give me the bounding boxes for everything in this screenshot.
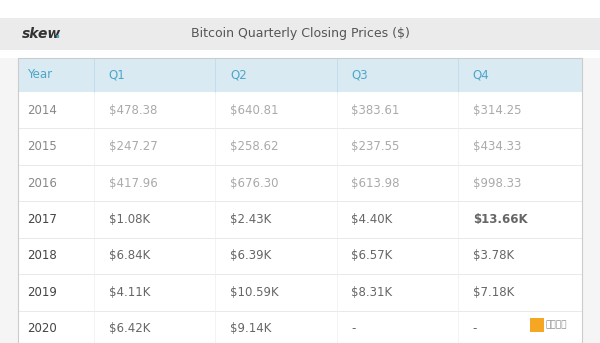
Bar bbox=[18, 128, 582, 165]
Text: 2015: 2015 bbox=[27, 140, 57, 153]
Text: $434.33: $434.33 bbox=[473, 140, 521, 153]
Text: 金色财经: 金色财经 bbox=[546, 320, 568, 330]
Bar bbox=[18, 58, 582, 343]
Text: $314.25: $314.25 bbox=[473, 104, 521, 117]
Text: 2017: 2017 bbox=[27, 213, 57, 226]
Text: $6.84K: $6.84K bbox=[109, 249, 150, 262]
Bar bbox=[530, 318, 544, 332]
Text: Bitcoin Quarterly Closing Prices ($): Bitcoin Quarterly Closing Prices ($) bbox=[191, 27, 409, 40]
Bar bbox=[18, 58, 582, 343]
Text: Q4: Q4 bbox=[473, 69, 490, 82]
Text: 2019: 2019 bbox=[27, 286, 57, 299]
Text: $6.42K: $6.42K bbox=[109, 322, 150, 335]
Text: 2020: 2020 bbox=[27, 322, 57, 335]
Text: $258.62: $258.62 bbox=[230, 140, 278, 153]
Text: $7.18K: $7.18K bbox=[473, 286, 514, 299]
Bar bbox=[0, 0, 600, 18]
Text: $478.38: $478.38 bbox=[109, 104, 157, 117]
Text: $4.40K: $4.40K bbox=[351, 213, 392, 226]
Text: $3.78K: $3.78K bbox=[473, 249, 514, 262]
Bar bbox=[18, 165, 582, 201]
Text: 2018: 2018 bbox=[27, 249, 57, 262]
Text: $1.08K: $1.08K bbox=[109, 213, 150, 226]
Text: $237.55: $237.55 bbox=[351, 140, 400, 153]
Text: Q2: Q2 bbox=[230, 69, 247, 82]
Text: 2014: 2014 bbox=[27, 104, 57, 117]
Text: -: - bbox=[473, 322, 477, 335]
Text: $10.59K: $10.59K bbox=[230, 286, 278, 299]
Bar bbox=[18, 58, 582, 92]
Text: $6.39K: $6.39K bbox=[230, 249, 271, 262]
Bar bbox=[0, 50, 600, 58]
Bar bbox=[18, 274, 582, 310]
Text: $13.66K: $13.66K bbox=[473, 213, 527, 226]
Bar bbox=[0, 18, 600, 50]
Text: $6.57K: $6.57K bbox=[351, 249, 392, 262]
Text: $247.27: $247.27 bbox=[109, 140, 157, 153]
Text: $998.33: $998.33 bbox=[473, 177, 521, 190]
Text: Year: Year bbox=[27, 69, 52, 82]
Text: .: . bbox=[55, 26, 61, 42]
Text: $613.98: $613.98 bbox=[351, 177, 400, 190]
Text: Q3: Q3 bbox=[351, 69, 368, 82]
Bar bbox=[18, 238, 582, 274]
Bar bbox=[18, 92, 582, 128]
Text: 2016: 2016 bbox=[27, 177, 57, 190]
Bar bbox=[18, 201, 582, 238]
Text: $676.30: $676.30 bbox=[230, 177, 278, 190]
Text: -: - bbox=[351, 322, 356, 335]
Text: $9.14K: $9.14K bbox=[230, 322, 271, 335]
Bar bbox=[18, 310, 582, 343]
Text: skew: skew bbox=[22, 27, 61, 41]
Text: $640.81: $640.81 bbox=[230, 104, 278, 117]
Text: Q1: Q1 bbox=[109, 69, 125, 82]
Text: $2.43K: $2.43K bbox=[230, 213, 271, 226]
Text: $4.11K: $4.11K bbox=[109, 286, 150, 299]
Text: $383.61: $383.61 bbox=[351, 104, 400, 117]
Text: $417.96: $417.96 bbox=[109, 177, 157, 190]
Text: $8.31K: $8.31K bbox=[351, 286, 392, 299]
